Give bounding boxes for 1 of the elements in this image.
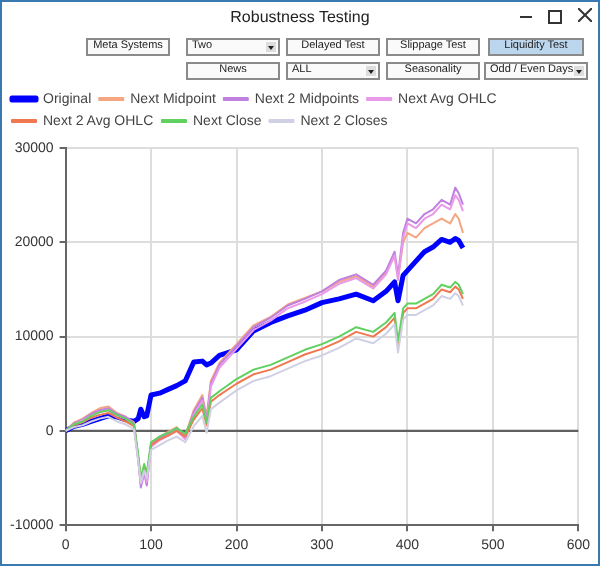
chart-title: Robustness Testing xyxy=(228,6,372,30)
